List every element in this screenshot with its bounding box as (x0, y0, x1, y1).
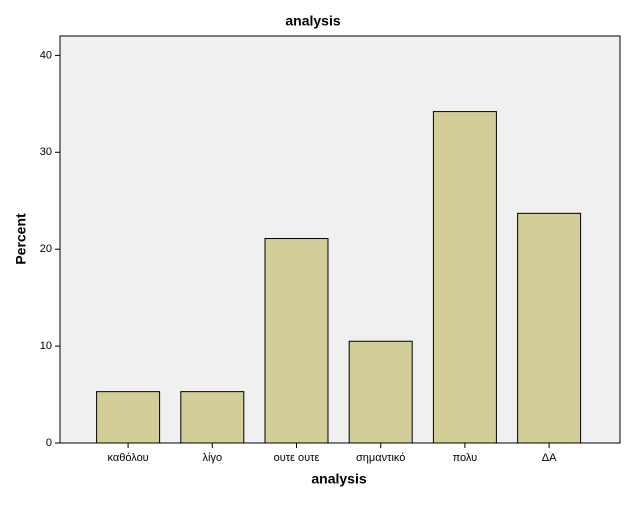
y-axis-label: Percent (13, 213, 29, 265)
y-tick-label: 10 (40, 340, 52, 352)
bar (432, 111, 497, 444)
chart-title: analysis (285, 13, 340, 29)
bar (96, 391, 161, 444)
bar (264, 238, 329, 444)
x-axis-label: analysis (311, 471, 366, 487)
x-tick-label: λίγο (203, 452, 223, 464)
x-tick-label: ουτε ουτε (274, 452, 320, 464)
x-tick-label: πολυ (453, 452, 478, 464)
x-tick-label: σημαντικό (356, 452, 405, 464)
y-tick-label: 20 (40, 243, 52, 255)
y-tick-label: 0 (46, 437, 52, 449)
y-tick-label: 30 (40, 146, 52, 158)
x-tick-label: καθόλου (107, 452, 148, 464)
bar (180, 391, 245, 444)
x-tick-label: ΔΑ (542, 452, 557, 464)
y-tick-label: 40 (40, 49, 52, 61)
bar (348, 340, 413, 444)
bar (517, 212, 582, 444)
